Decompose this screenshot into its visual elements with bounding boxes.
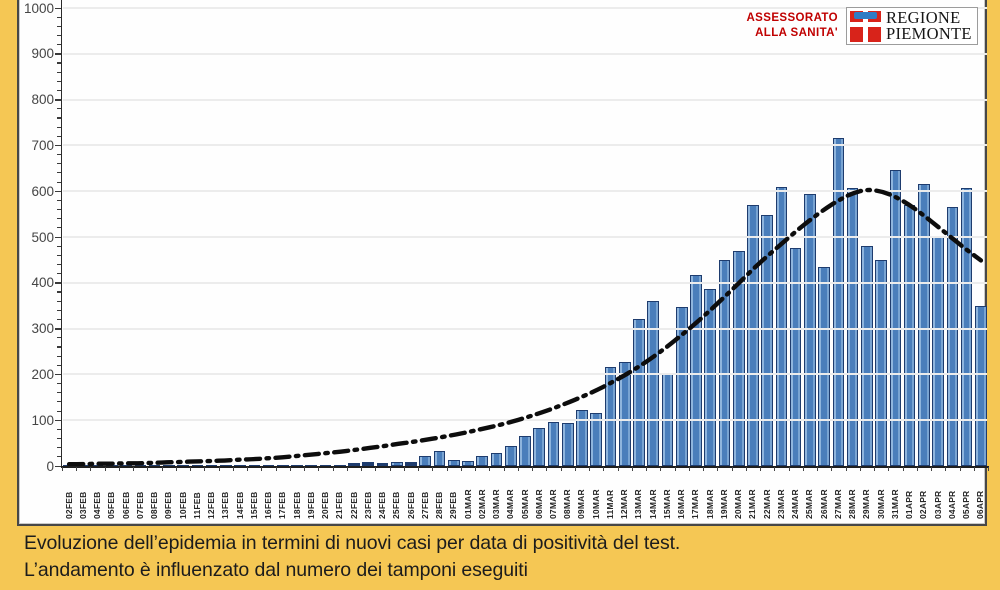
chart-panel xyxy=(17,0,987,526)
x-boundary-tick-65 xyxy=(988,467,989,471)
logo-text-line1: REGIONE xyxy=(886,8,961,27)
assessorato-line2: ALLA SANITA' xyxy=(755,26,838,39)
caption-line2: L’andamento è influenzato dal numero dei… xyxy=(24,559,528,581)
logo-text-line2: PIEMONTE xyxy=(886,24,972,43)
caption: Evoluzione dell’epidemia in termini di n… xyxy=(24,530,680,584)
caption-line1: Evoluzione dell’epidemia in termini di n… xyxy=(24,532,681,554)
regione-piemonte-logo: REGIONE PIEMONTE xyxy=(846,7,978,45)
piemonte-shield-icon xyxy=(850,10,881,42)
assessorato-text: ASSESSORATO ALLA SANITA' xyxy=(620,11,838,40)
logo-text: REGIONE PIEMONTE xyxy=(886,8,972,43)
assessorato-line1: ASSESSORATO xyxy=(746,12,838,24)
